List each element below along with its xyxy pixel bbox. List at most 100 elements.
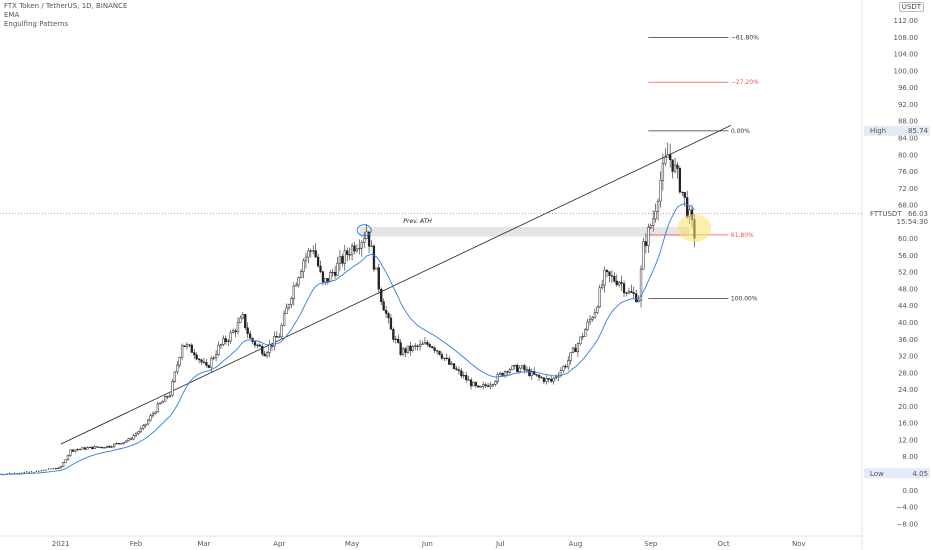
candle xyxy=(28,471,30,473)
candle-body xyxy=(414,345,417,347)
candle-body xyxy=(533,370,536,375)
candle-body xyxy=(370,245,373,247)
candle-body xyxy=(98,446,101,448)
candle-body xyxy=(348,254,351,256)
y-tick-label: 20.00 xyxy=(898,403,918,411)
candle-body xyxy=(76,449,79,451)
candle-body xyxy=(156,403,159,413)
y-tick-label: 76.00 xyxy=(898,168,918,176)
candle-body xyxy=(562,366,565,371)
candle xyxy=(18,472,21,475)
candle-body xyxy=(231,330,235,334)
candle-body xyxy=(605,269,609,273)
candle-body xyxy=(171,381,174,396)
prev-ath-zone xyxy=(359,226,690,237)
candle-body xyxy=(397,338,400,343)
candle-body xyxy=(100,446,104,448)
currency-label[interactable]: USDT xyxy=(898,2,924,12)
current-price-badge-bg xyxy=(864,208,930,227)
candle-body xyxy=(219,344,223,346)
candle-body xyxy=(197,358,201,361)
candle-body xyxy=(610,275,614,277)
candle-body xyxy=(273,335,276,347)
candle-body xyxy=(499,372,502,375)
candle-body xyxy=(518,367,521,373)
candle-body xyxy=(661,162,665,181)
candle xyxy=(45,469,47,471)
candle-body xyxy=(477,385,480,388)
candle-body xyxy=(302,260,305,272)
candle-body xyxy=(195,354,198,360)
candle-body xyxy=(671,159,674,172)
candle xyxy=(23,471,25,474)
candle-body xyxy=(248,333,252,339)
candle-body xyxy=(525,369,529,371)
candle-body xyxy=(105,445,108,448)
candle-body xyxy=(217,344,220,355)
y-tick-label: 24.00 xyxy=(898,386,918,394)
candle-body xyxy=(669,154,672,161)
fib-level-label: 61.80% xyxy=(731,232,754,239)
candle-body xyxy=(95,446,99,448)
candle-body xyxy=(404,348,407,353)
candle-body xyxy=(608,271,611,276)
y-tick-label: 84.00 xyxy=(898,135,918,143)
candle-body xyxy=(501,372,504,376)
candle-body xyxy=(54,468,57,470)
candle-body xyxy=(472,382,475,387)
candle-body xyxy=(416,345,419,347)
fib-level-label: −27.20% xyxy=(731,79,759,86)
candle-body xyxy=(484,384,487,386)
candle-body xyxy=(516,364,519,373)
candle-body xyxy=(637,299,640,303)
candle-body xyxy=(280,325,283,338)
engulfing-indicator-label[interactable]: Engulfing Patterns xyxy=(4,20,69,28)
candle-body xyxy=(632,292,635,295)
high-badge-value: 85.74 xyxy=(908,127,929,135)
candle-body xyxy=(253,341,257,346)
candle-body xyxy=(423,342,427,345)
candle-body xyxy=(652,218,655,226)
candle-body xyxy=(630,291,633,293)
candle-body xyxy=(353,245,356,252)
low-badge-bg xyxy=(864,468,930,479)
candle-body xyxy=(268,344,271,353)
candle-body xyxy=(88,446,91,448)
candle-body xyxy=(664,156,667,164)
candle-body xyxy=(377,267,380,290)
candle-body xyxy=(491,384,495,386)
candle-body xyxy=(469,379,473,387)
candle-body xyxy=(683,192,686,198)
candle xyxy=(38,470,40,472)
prev-ath-label: Prev. ATH xyxy=(403,218,432,225)
candle-body xyxy=(457,369,461,372)
candle-body xyxy=(647,227,650,246)
y-tick-label: 112.00 xyxy=(894,17,919,25)
candle-body xyxy=(188,344,191,346)
candle-body xyxy=(129,438,133,440)
candle xyxy=(35,470,38,472)
candle-body xyxy=(144,423,147,426)
candle-body xyxy=(93,446,96,450)
candle-body xyxy=(110,446,113,448)
y-tick-label: 92.00 xyxy=(898,101,918,109)
ema-indicator-label[interactable]: EMA xyxy=(4,11,20,19)
candle-body xyxy=(513,364,516,367)
candle-body xyxy=(86,447,89,450)
candle-body xyxy=(494,381,497,385)
candle-body xyxy=(375,267,378,270)
y-tick-label: −4.00 xyxy=(897,504,918,512)
candle-body xyxy=(275,335,278,338)
candle-body xyxy=(489,384,492,387)
candle-body xyxy=(635,293,638,303)
candle-body xyxy=(552,377,555,382)
candle-body xyxy=(355,248,359,252)
candle-body xyxy=(579,336,582,344)
candle-body xyxy=(644,241,648,246)
candle-body xyxy=(59,466,62,469)
candle-body xyxy=(304,256,308,262)
candle xyxy=(43,469,45,472)
chart-legend: FTX Token / TetherUS, 1D, BINANCE EMA En… xyxy=(4,2,127,29)
